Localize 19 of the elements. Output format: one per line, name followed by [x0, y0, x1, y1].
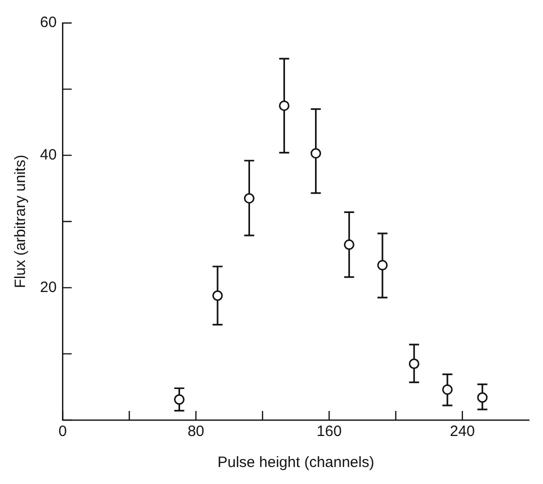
point [344, 239, 354, 250]
point [244, 193, 254, 204]
point [278, 100, 290, 111]
y-tick-label: 60 [40, 14, 57, 32]
point [212, 290, 223, 301]
point [442, 384, 453, 395]
y-axis-title: Flux (arbitrary units) [12, 154, 30, 288]
x-tick-label: 0 [58, 423, 67, 440]
point [477, 392, 488, 403]
x-tick-label: 160 [316, 423, 342, 440]
x-tick-label: 80 [188, 423, 204, 440]
x-axis-title: Pulse height (channels) [217, 454, 374, 472]
y-tick-label: 20 [40, 278, 57, 296]
point [377, 260, 388, 270]
point [310, 148, 322, 159]
point [174, 394, 185, 405]
x-tick-label: 240 [450, 423, 475, 440]
point [408, 358, 420, 370]
y-tick-label: 40 [40, 146, 57, 164]
